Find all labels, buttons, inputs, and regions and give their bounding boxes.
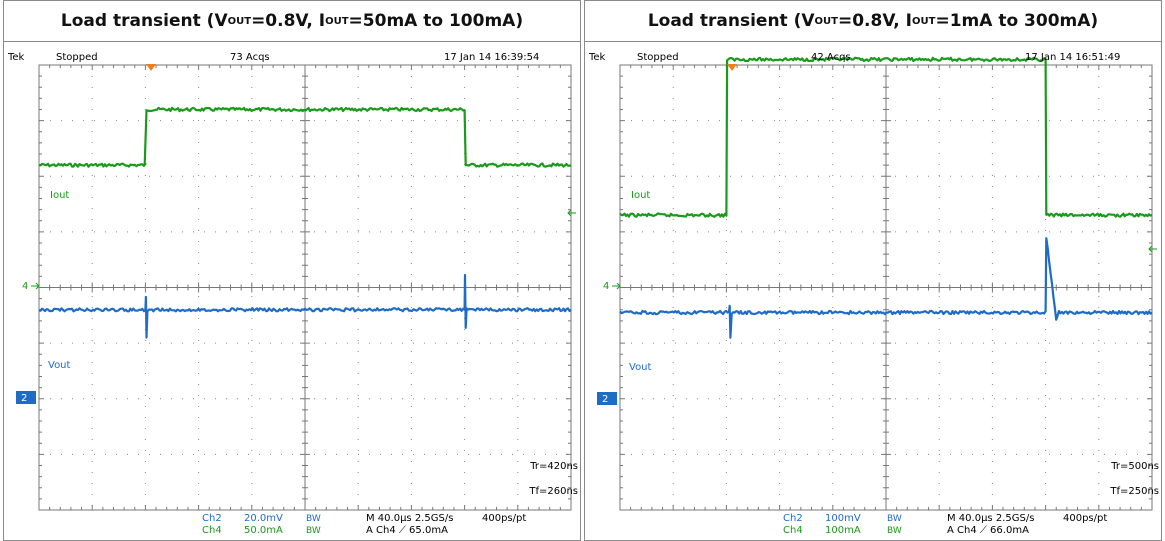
iout-label: Iout (631, 190, 650, 201)
ch4-marker: 4 (603, 281, 609, 292)
trace-iout (619, 56, 1153, 218)
timebase-readout: M 40.0µs 2.5GS/s (366, 513, 453, 524)
ch4-marker: 4 (22, 281, 28, 292)
iout-label: Iout (50, 190, 69, 201)
ch2-marker-box (16, 391, 36, 404)
acq-state: Stopped (637, 52, 679, 63)
scope-plot: Tek Stopped 42 Acqs 17 Jan 14 16:51:49 I… (588, 52, 1159, 536)
tf-measurement: Tf=260ns (528, 486, 578, 497)
ch2-scale: 20.0mV (244, 513, 283, 524)
trigger-position-icon (727, 64, 737, 71)
trigger-level-icon (567, 209, 576, 217)
vout-label: Vout (48, 360, 71, 371)
brand-label: Tek (588, 52, 606, 63)
ch4-scale: 50.0mA (244, 525, 283, 536)
ch4-scale: 100mA (825, 525, 861, 536)
brand-label: Tek (7, 52, 25, 63)
tr-measurement: Tr=500ns (1110, 461, 1159, 472)
trigger-readout: A Ch4 ⟋ 66.0mA (947, 525, 1029, 536)
ch2-scale: 100mV (825, 513, 861, 524)
ch2-marker: 2 (602, 394, 608, 405)
tf-measurement: Tf=250ns (1109, 486, 1159, 497)
timestamp: 17 Jan 14 16:39:54 (444, 52, 539, 63)
trace-vout (619, 237, 1153, 339)
ch2-readout: Ch2 (783, 513, 803, 524)
trace-iout (38, 106, 572, 168)
acq-count: 42 Acqs (811, 52, 851, 63)
ch4-ground-icon (612, 282, 621, 290)
oscilloscope-screen: Tek Stopped 42 Acqs 17 Jan 14 16:51:49 I… (585, 41, 1161, 541)
ch2-readout: Ch2 (202, 513, 222, 524)
timebase-readout: M 40.0µs 2.5GS/s (947, 513, 1034, 524)
tr-measurement: Tr=420ns (529, 461, 578, 472)
ch2-marker: 2 (21, 393, 27, 404)
timestamp: 17 Jan 14 16:51:49 (1025, 52, 1120, 63)
ch4-readout: Ch4 (783, 525, 803, 536)
bw-limit-icon: BW (306, 514, 321, 524)
ch4-readout: Ch4 (202, 525, 222, 536)
trigger-position-icon (146, 64, 156, 71)
trace-vout (38, 274, 572, 339)
scope-panel-right: Load transient (V OUT =0.8V, I OUT =1mA to 3… (584, 0, 1162, 541)
bw-limit-icon: BW (887, 514, 902, 524)
scope-plot: Tek Stopped 73 Acqs 17 Jan 14 16:39:54 I… (7, 52, 578, 536)
sample-rate-readout: 400ps/pt (482, 513, 526, 524)
ch2-marker-box (597, 392, 617, 405)
acq-count: 73 Acqs (230, 52, 270, 63)
sample-rate-readout: 400ps/pt (1063, 513, 1107, 524)
bw-limit-icon: BW (887, 526, 902, 536)
bw-limit-icon: BW (306, 526, 321, 536)
vout-label: Vout (629, 362, 652, 373)
scope-panel-left: Load transient (V OUT =0.8V, I OUT =50mA to … (3, 0, 581, 541)
acq-state: Stopped (56, 52, 98, 63)
ch4-ground-icon (31, 282, 40, 290)
panel-title: Load transient (V OUT =0.8V, I OUT =1mA to 3… (585, 1, 1161, 42)
panel-title: Load transient (V OUT =0.8V, I OUT =50mA to … (4, 1, 580, 42)
trigger-readout: A Ch4 ⟋ 65.0mA (366, 525, 448, 536)
oscilloscope-screen: Tek Stopped 73 Acqs 17 Jan 14 16:39:54 I… (4, 41, 580, 541)
trigger-level-icon (1148, 245, 1157, 253)
